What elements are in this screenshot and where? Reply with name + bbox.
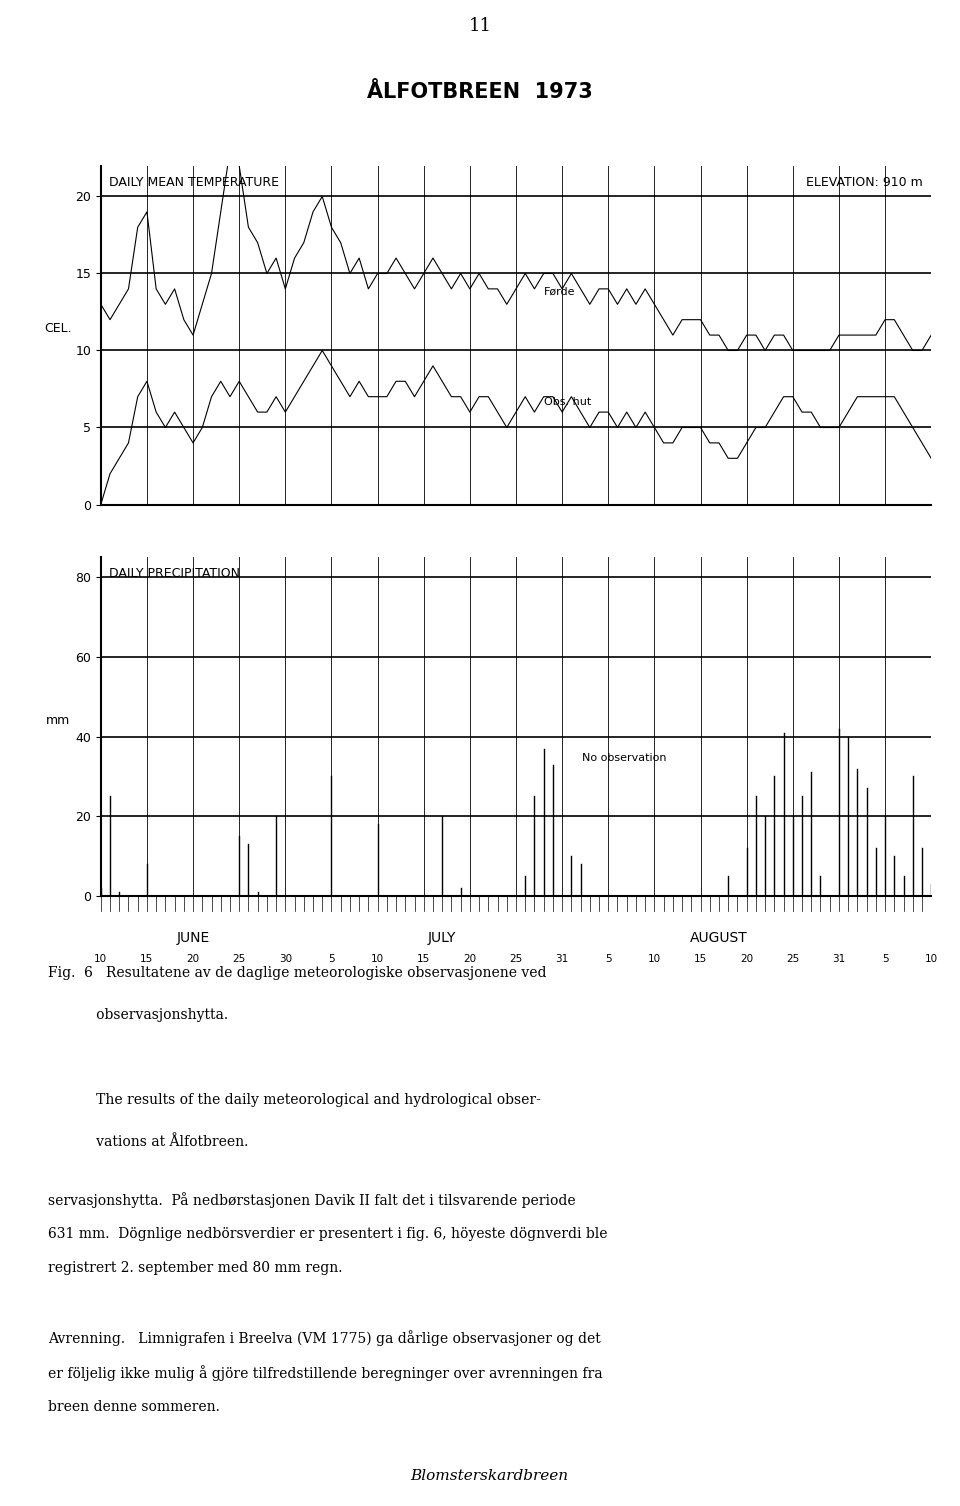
Text: 15: 15: [140, 955, 154, 964]
Text: 5: 5: [328, 955, 335, 964]
Text: Førde: Førde: [543, 286, 575, 297]
Text: 15: 15: [694, 955, 708, 964]
Text: No observation: No observation: [583, 753, 667, 762]
Text: Obs. hut: Obs. hut: [543, 398, 591, 408]
Text: 20: 20: [464, 955, 476, 964]
Text: breen denne sommeren.: breen denne sommeren.: [48, 1399, 220, 1414]
Text: 25: 25: [786, 955, 800, 964]
Text: vations at Ålfotbreen.: vations at Ålfotbreen.: [48, 1136, 249, 1149]
Text: DAILY PRECIPITATION: DAILY PRECIPITATION: [109, 568, 240, 580]
Text: ÅLFOTBREEN  1973: ÅLFOTBREEN 1973: [367, 81, 593, 102]
Y-axis label: CEL.: CEL.: [45, 322, 72, 336]
Text: JULY: JULY: [428, 931, 456, 946]
Text: 5: 5: [881, 955, 888, 964]
Text: 11: 11: [468, 18, 492, 35]
Text: 5: 5: [605, 955, 612, 964]
Text: JUNE: JUNE: [177, 931, 209, 946]
Text: Blomsterskardbreen: Blomsterskardbreen: [411, 1468, 568, 1483]
Text: The results of the daily meteorological and hydrological obser-: The results of the daily meteorological …: [48, 1093, 540, 1107]
Text: er följelig ikke mulig å gjöre tilfredstillende beregninger over avrenningen fra: er följelig ikke mulig å gjöre tilfredst…: [48, 1364, 603, 1381]
Text: 10: 10: [371, 955, 384, 964]
Text: observasjonshytta.: observasjonshytta.: [48, 1009, 228, 1023]
Text: Avrenning.   Limnigrafen i Breelva (VM 1775) ga dårlige observasjoner og det: Avrenning. Limnigrafen i Breelva (VM 177…: [48, 1330, 601, 1346]
Text: 10: 10: [924, 955, 938, 964]
Text: 20: 20: [186, 955, 200, 964]
Text: 25: 25: [510, 955, 522, 964]
Text: registrert 2. september med 80 mm regn.: registrert 2. september med 80 mm regn.: [48, 1261, 343, 1276]
Text: 25: 25: [232, 955, 246, 964]
Text: 30: 30: [278, 955, 292, 964]
Text: DAILY MEAN TEMPERATURE: DAILY MEAN TEMPERATURE: [109, 176, 279, 188]
Text: ELEVATION: 910 m: ELEVATION: 910 m: [806, 176, 923, 188]
Text: 10: 10: [648, 955, 661, 964]
Text: servasjonshytta.  På nedbørstasjonen Davik II falt det i tilsvarende periode: servasjonshytta. På nedbørstasjonen Davi…: [48, 1191, 576, 1208]
Text: 31: 31: [556, 955, 568, 964]
Text: 631 mm.  Dögnlige nedbörsverdier er presentert i fig. 6, höyeste dögnverdi ble: 631 mm. Dögnlige nedbörsverdier er prese…: [48, 1226, 608, 1241]
Text: AUGUST: AUGUST: [690, 931, 748, 946]
Text: Fig.  6   Resultatene av de daglige meteorologiske observasjonene ved: Fig. 6 Resultatene av de daglige meteoro…: [48, 965, 546, 980]
Text: 10: 10: [94, 955, 108, 964]
Y-axis label: mm: mm: [46, 714, 70, 727]
Text: 31: 31: [832, 955, 846, 964]
Text: 15: 15: [417, 955, 430, 964]
Text: 20: 20: [740, 955, 754, 964]
